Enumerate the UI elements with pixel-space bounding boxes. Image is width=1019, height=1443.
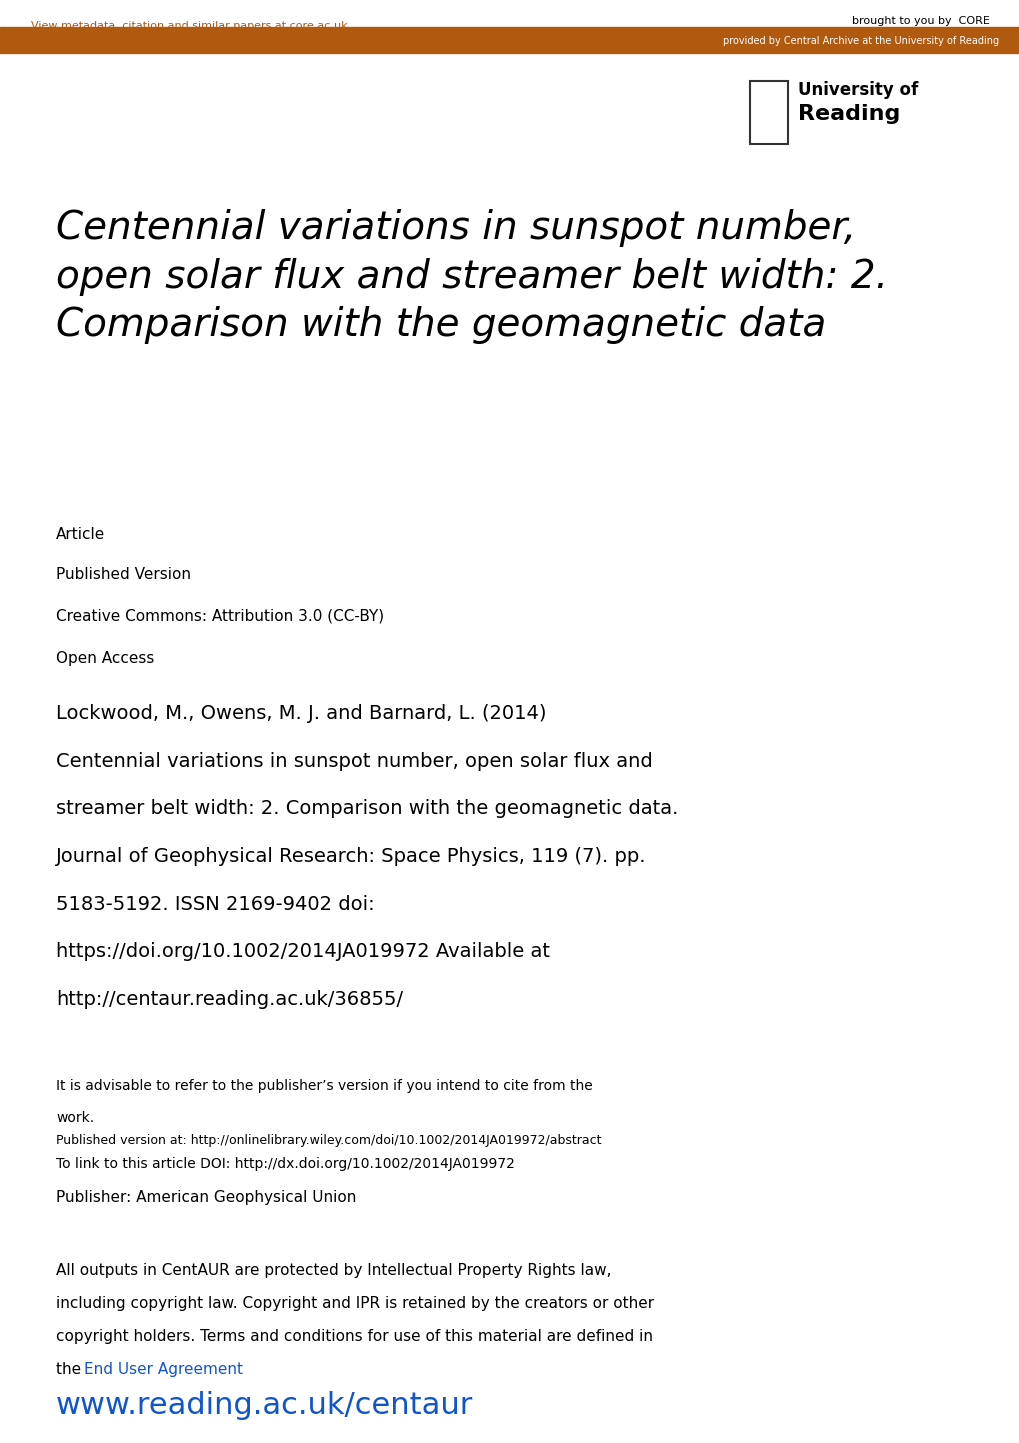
Text: Creative Commons: Attribution 3.0 (CC-BY): Creative Commons: Attribution 3.0 (CC-BY… — [56, 609, 384, 623]
Bar — [0, 27, 1019, 52]
Text: copyright holders. Terms and conditions for use of this material are defined in: copyright holders. Terms and conditions … — [56, 1329, 652, 1343]
Text: provided by Central Archive at the University of Reading: provided by Central Archive at the Unive… — [722, 36, 999, 46]
Text: the: the — [56, 1362, 86, 1377]
Text: including copyright law. Copyright and IPR is retained by the creators or other: including copyright law. Copyright and I… — [56, 1296, 653, 1310]
Text: 5183-5192. ISSN 2169-9402 doi:: 5183-5192. ISSN 2169-9402 doi: — [56, 895, 374, 913]
Text: https://doi.org/10.1002/2014JA019972 Available at: https://doi.org/10.1002/2014JA019972 Ava… — [56, 942, 549, 961]
Text: Published version at: http://onlinelibrary.wiley.com/doi/10.1002/2014JA019972/ab: Published version at: http://onlinelibra… — [56, 1134, 601, 1147]
Text: To link to this article DOI: http://dx.doi.org/10.1002/2014JA019972: To link to this article DOI: http://dx.d… — [56, 1157, 515, 1172]
Text: Journal of Geophysical Research: Space Physics, 119 (7). pp.: Journal of Geophysical Research: Space P… — [56, 847, 646, 866]
Text: work.: work. — [56, 1111, 94, 1126]
Text: Article: Article — [56, 527, 105, 541]
Text: Reading: Reading — [797, 104, 899, 124]
Text: brought to you by  CORE: brought to you by CORE — [851, 16, 988, 26]
Text: Lockwood, M., Owens, M. J. and Barnard, L. (2014): Lockwood, M., Owens, M. J. and Barnard, … — [56, 704, 546, 723]
Bar — [749, 81, 788, 144]
Text: All outputs in CentAUR are protected by Intellectual Property Rights law,: All outputs in CentAUR are protected by … — [56, 1263, 611, 1277]
Text: www.reading.ac.uk/centaur: www.reading.ac.uk/centaur — [56, 1391, 473, 1420]
Text: streamer belt width: 2. Comparison with the geomagnetic data.: streamer belt width: 2. Comparison with … — [56, 799, 678, 818]
Text: Centennial variations in sunspot number, open solar flux and: Centennial variations in sunspot number,… — [56, 752, 652, 771]
Text: Publisher: American Geophysical Union: Publisher: American Geophysical Union — [56, 1190, 356, 1205]
Text: End User Agreement: End User Agreement — [84, 1362, 243, 1377]
Text: Open Access: Open Access — [56, 651, 154, 665]
Text: Published Version: Published Version — [56, 567, 191, 582]
Text: University of: University of — [797, 81, 917, 98]
Text: View metadata, citation and similar papers at core.ac.uk: View metadata, citation and similar pape… — [31, 22, 346, 30]
Text: Centennial variations in sunspot number,
open solar flux and streamer belt width: Centennial variations in sunspot number,… — [56, 209, 888, 345]
Text: http://centaur.reading.ac.uk/36855/: http://centaur.reading.ac.uk/36855/ — [56, 990, 403, 1009]
Text: It is advisable to refer to the publisher’s version if you intend to cite from t: It is advisable to refer to the publishe… — [56, 1079, 592, 1094]
